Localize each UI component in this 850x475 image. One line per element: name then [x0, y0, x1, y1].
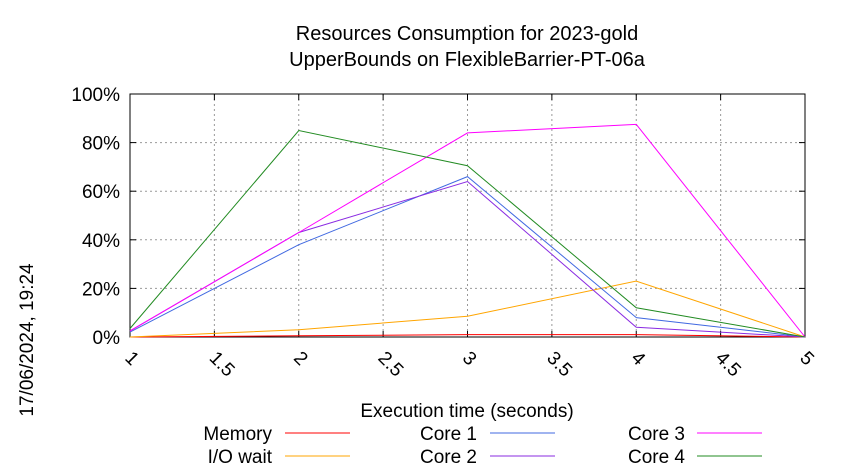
chart-title-line2: UpperBounds on FlexibleBarrier-PT-06a: [289, 49, 646, 71]
y-tick-label: 60%: [82, 182, 120, 203]
series-lines: [129, 123, 806, 338]
x-tick-label: 4: [627, 348, 650, 371]
chart-title-line1: Resources Consumption for 2023-gold: [296, 23, 638, 45]
x-axis-label: Execution time (seconds): [360, 401, 573, 422]
x-tick-label: 3: [458, 348, 480, 370]
y-tick-labels: 0% 20% 40% 60% 80% 100%: [71, 85, 120, 349]
x-tick-label: 1: [120, 348, 142, 370]
legend-label-i-o-wait: I/O wait: [208, 447, 273, 468]
legend-label-core-2: Core 2: [420, 447, 477, 468]
timestamp-label: 17/06/2024, 19:24: [17, 263, 38, 417]
grid-lines: [129, 93, 806, 338]
y-tick-label: 40%: [82, 231, 120, 252]
x-tick-label: 2: [289, 348, 311, 370]
series-line-memory: [129, 334, 806, 338]
series-line-core-1: [129, 176, 806, 338]
x-tick-label: 2.5: [374, 348, 408, 382]
y-tick-label: 0%: [93, 328, 121, 349]
legend-label-core-1: Core 1: [420, 424, 477, 445]
x-tick-label: 1.5: [205, 348, 239, 382]
y-tick-label: 20%: [82, 279, 120, 300]
plot-frame: [129, 93, 806, 338]
x-tick-label: 3.5: [542, 348, 576, 382]
x-tick-labels: 1 1.5 2 2.5 3 3.5 4 4.5 5: [120, 348, 817, 382]
series-line-i-o-wait: [129, 280, 806, 338]
legend-label-memory: Memory: [203, 424, 272, 445]
x-tick-label: 4.5: [711, 348, 745, 382]
x-tick-label: 5: [795, 348, 817, 370]
y-tick-label: 100%: [71, 85, 120, 106]
legend-label-core-3: Core 3: [628, 424, 685, 445]
legend-label-core-4: Core 4: [628, 447, 685, 468]
y-tick-label: 80%: [82, 134, 120, 155]
series-line-core-3: [129, 123, 806, 338]
series-line-core-4: [129, 129, 806, 338]
